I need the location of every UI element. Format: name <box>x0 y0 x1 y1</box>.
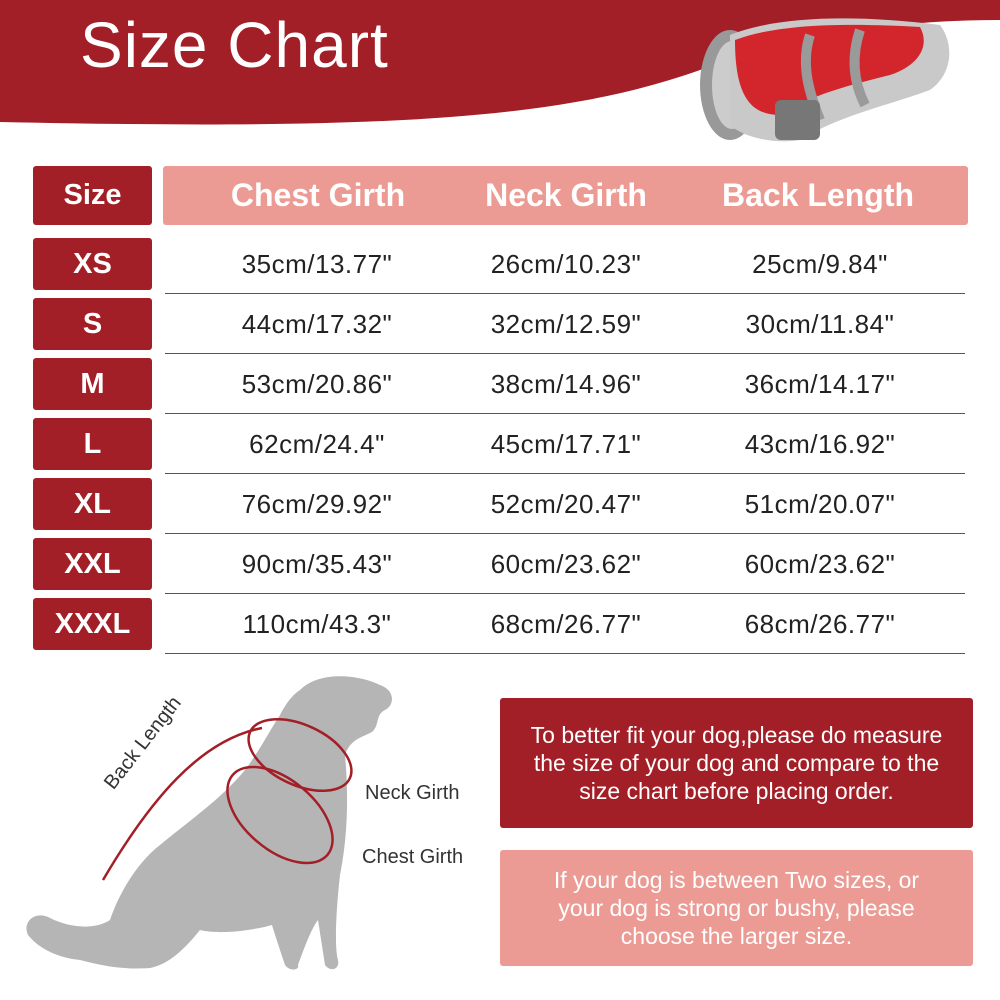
size-label: S <box>33 298 152 350</box>
size-between-note: If your dog is between Two sizes, or you… <box>500 850 973 966</box>
table-row: 76cm/29.92" 52cm/20.47" 51cm/20.07" <box>165 475 965 534</box>
back-value: 25cm/9.84" <box>752 249 888 279</box>
back-value: 36cm/14.17" <box>744 369 896 399</box>
page-title: Size Chart <box>80 9 389 81</box>
table-row: 35cm/13.77" 26cm/10.23" 25cm/9.84" <box>165 235 965 294</box>
chest-value: 90cm/35.43" <box>241 549 393 579</box>
chest-girth-header: Chest Girth <box>230 177 406 213</box>
table-row: 53cm/20.86" 38cm/14.96" 36cm/14.17" <box>165 355 965 414</box>
size-label: XL <box>33 478 152 530</box>
size-label: M <box>33 358 152 410</box>
chest-value: 76cm/29.92" <box>241 489 393 519</box>
size-column-header: Size <box>33 166 152 225</box>
table-header: Chest Girth Neck Girth Back Length <box>163 166 968 225</box>
size-label: XS <box>33 238 152 290</box>
chest-value: 35cm/13.77" <box>241 249 393 279</box>
back-value: 68cm/26.77" <box>744 609 896 639</box>
neck-value: 45cm/17.71" <box>490 429 642 459</box>
dog-measurement-diagram <box>26 676 392 970</box>
neck-value: 26cm/10.23" <box>490 249 642 279</box>
size-label: XXXL <box>33 598 152 650</box>
back-value: 60cm/23.62" <box>744 549 896 579</box>
size-label: L <box>33 418 152 470</box>
chest-value: 110cm/43.3" <box>242 609 392 639</box>
table-row: 90cm/35.43" 60cm/23.62" 60cm/23.62" <box>165 535 965 594</box>
chest-value: 62cm/24.4" <box>249 429 385 459</box>
neck-value: 52cm/20.47" <box>490 489 642 519</box>
measure-advice-note: To better fit your dog,please do measure… <box>500 698 973 828</box>
neck-value: 38cm/14.96" <box>490 369 642 399</box>
chest-girth-label: Chest Girth <box>362 846 464 868</box>
table-row: 110cm/43.3" 68cm/26.77" 68cm/26.77" <box>165 595 965 654</box>
neck-girth-label: Neck Girth <box>365 782 460 804</box>
neck-value: 60cm/23.62" <box>490 549 642 579</box>
chest-value: 44cm/17.32" <box>241 309 393 339</box>
neck-value: 68cm/26.77" <box>490 609 642 639</box>
table-row: 62cm/24.4" 45cm/17.71" 43cm/16.92" <box>165 415 965 474</box>
chest-value: 53cm/20.86" <box>241 369 393 399</box>
back-value: 43cm/16.92" <box>744 429 896 459</box>
neck-girth-header: Neck Girth <box>485 177 647 213</box>
back-value: 30cm/11.84" <box>745 309 895 339</box>
back-length-header: Back Length <box>721 177 915 213</box>
neck-value: 32cm/12.59" <box>490 309 642 339</box>
table-row: 44cm/17.32" 32cm/12.59" 30cm/11.84" <box>165 295 965 354</box>
dog-coat-product-image <box>700 18 950 142</box>
back-value: 51cm/20.07" <box>744 489 896 519</box>
size-label: XXL <box>33 538 152 590</box>
